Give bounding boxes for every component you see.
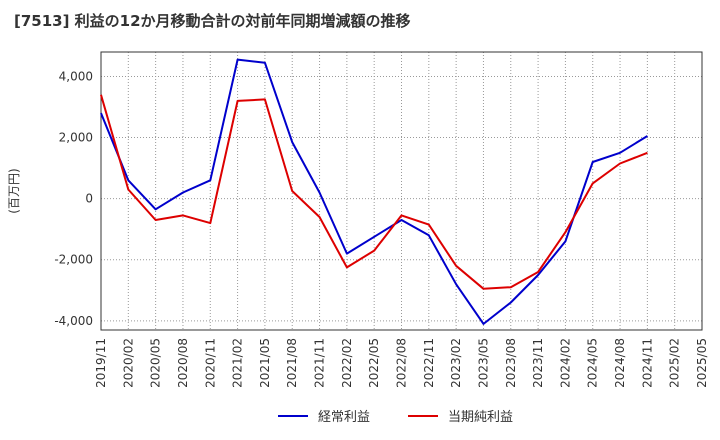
x-tick-label: 2025/02 [668,338,682,388]
y-tick-label: 0 [85,192,93,206]
x-tick-label: 2022/05 [367,338,381,388]
x-tick-label: 2020/11 [203,338,217,388]
legend-label: 当期純利益 [448,410,513,425]
x-tick-label: 2024/05 [586,338,600,388]
y-axis-label: (百万円) [7,168,21,213]
x-tick-label: 2022/08 [395,338,409,388]
x-tick-label: 2024/02 [558,338,572,388]
x-tick-label: 2022/02 [340,338,354,388]
x-tick-label: 2025/05 [695,338,709,388]
chart-title: [7513] 利益の12か月移動合計の対前年同期増減額の推移 [14,12,411,30]
x-tick-label: 2021/02 [231,338,245,388]
legend-label: 経常利益 [318,410,370,425]
plot-area [100,51,703,331]
x-tick-label: 2020/05 [149,338,163,388]
x-tick-label: 2024/08 [613,338,627,388]
x-tick-label: 2021/08 [285,338,299,388]
x-tick-label: 2022/11 [422,338,436,388]
x-tick-label: 2023/08 [504,338,518,388]
series-line [100,58,648,325]
series [100,58,648,325]
y-tick-label: -2,000 [54,253,93,267]
x-tick-label: 2023/02 [449,338,463,388]
x-tick-label: 2019/11 [94,338,108,388]
x-tick-label: 2021/11 [313,338,327,388]
y-tick-label: 2,000 [59,131,93,145]
x-tick-label: 2020/02 [121,338,135,388]
x-tick-label: 2021/05 [258,338,272,388]
x-tick-label: 2023/11 [531,338,545,388]
x-axis-ticks: 2019/11 2020/02 2020/05 2020/08 2020/11 2021/… [94,338,709,388]
grid [100,52,703,330]
legend: 経常利益 当期純利益 [278,410,513,425]
x-tick-label: 2023/05 [476,338,490,388]
x-tick-label: 2020/08 [176,338,190,388]
y-tick-label: -4,000 [54,314,93,328]
y-axis-ticks: 4,000 2,000 0 -2,000 -4,000 [54,69,93,327]
x-tick-label: 2024/11 [640,338,654,388]
y-tick-label: 4,000 [59,69,93,83]
